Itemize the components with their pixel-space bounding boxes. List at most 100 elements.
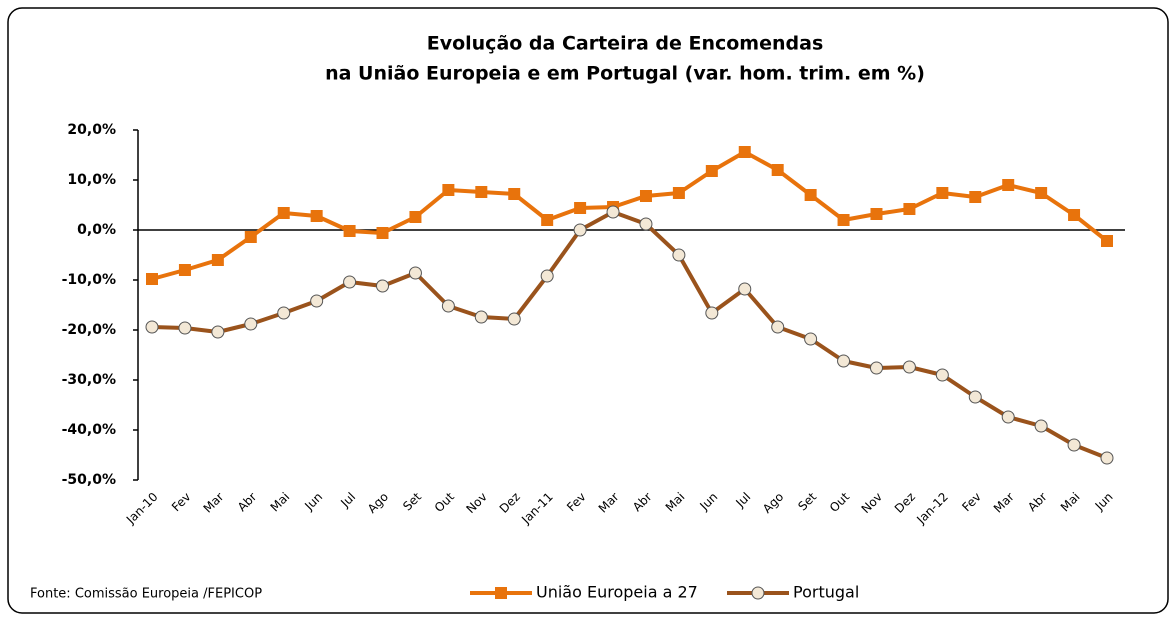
y-tick-label: -40,0%: [62, 422, 116, 438]
data-point: [1002, 179, 1015, 191]
data-point: [1068, 209, 1081, 221]
x-tick-label: Abr: [1025, 490, 1050, 515]
x-tick-label: Ago: [365, 490, 391, 516]
legend-marker: [495, 587, 507, 599]
data-point: [178, 321, 192, 335]
data-point: [804, 332, 818, 346]
data-point: [442, 184, 455, 196]
x-tick-label: Mar: [991, 490, 1017, 516]
x-tick-label: Jun: [1092, 490, 1116, 514]
data-point: [1101, 235, 1113, 247]
data-point: [1034, 419, 1048, 433]
y-tick-label: -30,0%: [62, 372, 116, 388]
chart-title: na União Europeia e em Portugal (var. ho…: [325, 63, 925, 85]
data-point: [837, 214, 850, 226]
data-point: [376, 227, 389, 239]
data-point: [408, 266, 422, 280]
data-point: [475, 186, 488, 198]
data-point: [211, 254, 224, 266]
data-point: [837, 354, 851, 368]
data-point: [705, 306, 719, 320]
x-tick-label: Jul: [337, 490, 358, 511]
data-point: [771, 164, 784, 176]
x-tick-label: Nov: [463, 490, 489, 516]
data-point: [540, 269, 554, 283]
source-note: Fonte: Comissão Europeia /FEPICOP: [30, 587, 262, 602]
data-point: [1100, 451, 1114, 465]
data-point: [936, 187, 949, 199]
data-point: [277, 207, 290, 219]
x-tick-label: Mai: [663, 490, 688, 515]
x-tick-label: Mai: [1058, 490, 1083, 515]
data-point: [738, 282, 752, 296]
data-point: [1001, 410, 1015, 424]
data-point: [474, 310, 488, 324]
x-tick-label: Out: [827, 489, 852, 514]
data-point: [244, 231, 257, 243]
x-tick-label: Nov: [859, 490, 885, 516]
data-point: [935, 368, 949, 382]
legend-label: Portugal: [793, 583, 859, 602]
data-point: [277, 306, 291, 320]
data-point: [672, 248, 686, 262]
data-point: [508, 188, 521, 200]
data-point: [968, 390, 982, 404]
legend-label: União Europeia a 27: [536, 583, 698, 602]
x-tick-label: Fev: [959, 490, 984, 515]
x-tick-label: Dez: [497, 490, 523, 516]
series-line: [151, 210, 1108, 460]
data-point: [376, 279, 390, 293]
data-point: [804, 189, 817, 201]
x-tick-label: Mar: [596, 490, 622, 516]
data-point: [902, 360, 916, 374]
x-tick-label: Jan-10: [123, 490, 161, 528]
series-line: [151, 150, 1109, 281]
x-tick-label: Ago: [760, 490, 786, 516]
data-point: [573, 223, 587, 237]
data-point: [574, 202, 587, 214]
data-point: [507, 312, 521, 326]
data-point: [145, 320, 159, 334]
data-point: [343, 225, 356, 237]
legend-marker: [751, 586, 765, 600]
y-tick-label: 20,0%: [67, 122, 116, 138]
data-point: [343, 275, 357, 289]
x-tick-label: Out: [432, 489, 457, 514]
x-tick-label: Jun: [301, 490, 325, 514]
data-point: [969, 191, 982, 203]
data-point: [310, 294, 324, 308]
chart-title: Evolução da Carteira de Encomendas: [427, 33, 824, 55]
x-tick-label: Mai: [268, 490, 293, 515]
x-tick-label: Mar: [201, 490, 227, 516]
y-tick-label: 10,0%: [67, 172, 116, 188]
x-tick-label: Fev: [564, 490, 589, 515]
data-point: [178, 264, 191, 276]
x-tick-label: Jan-11: [518, 490, 556, 528]
chart-border: [7, 7, 1169, 614]
data-point: [310, 210, 323, 222]
x-tick-label: Abr: [235, 490, 260, 515]
data-point: [738, 146, 751, 158]
data-point: [870, 208, 883, 220]
data-point: [409, 211, 422, 223]
data-point: [639, 217, 653, 231]
data-point: [244, 317, 258, 331]
y-tick-label: -10,0%: [62, 272, 116, 288]
data-point: [606, 205, 620, 219]
x-tick-label: Set: [400, 489, 424, 513]
data-point: [705, 165, 718, 177]
x-tick-label: Abr: [630, 490, 655, 515]
x-tick-label: Set: [795, 489, 819, 513]
x-tick-label: Fev: [169, 490, 194, 515]
data-point: [1067, 438, 1081, 452]
y-tick-label: -20,0%: [62, 322, 116, 338]
y-tick-label: -50,0%: [62, 472, 116, 488]
data-point: [441, 299, 455, 313]
data-point: [869, 361, 883, 375]
x-tick-label: Jul: [733, 490, 754, 511]
data-point: [771, 320, 785, 334]
data-point: [146, 273, 158, 285]
x-tick-label: Jun: [697, 490, 721, 514]
x-tick-label: Dez: [892, 490, 918, 516]
